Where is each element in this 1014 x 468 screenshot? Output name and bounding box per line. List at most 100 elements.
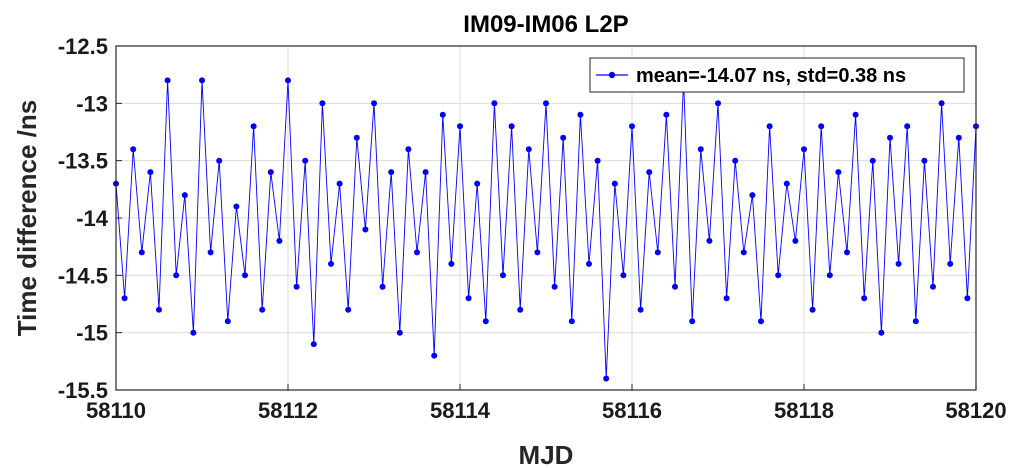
legend: mean=-14.07 ns, std=0.38 ns <box>589 57 965 93</box>
data-point <box>302 157 309 164</box>
data-point <box>844 249 850 256</box>
data-point <box>620 272 627 279</box>
data-point <box>371 100 377 107</box>
data-point <box>775 272 782 279</box>
data-point <box>904 123 911 130</box>
data-point <box>414 249 420 256</box>
data-point <box>336 180 343 187</box>
data-point <box>259 306 266 313</box>
data-point <box>663 111 670 118</box>
data-point <box>156 306 162 313</box>
data-point <box>809 306 816 313</box>
data-point <box>689 318 696 325</box>
y-tick-label: -14.5 <box>58 263 108 288</box>
data-point <box>276 237 283 244</box>
x-axis-title: MJD <box>519 440 574 468</box>
data-point <box>216 157 223 164</box>
data-point <box>938 100 945 107</box>
data-point <box>319 100 326 107</box>
data-point <box>224 318 231 325</box>
data-point <box>293 283 300 290</box>
data-point <box>362 226 369 233</box>
ticks: 58110 58112 58114 58116 58118 58120 -12.5 -13 -1… <box>58 34 1007 423</box>
data-point <box>697 146 704 153</box>
y-tick-label: -14 <box>76 206 109 231</box>
data-point <box>577 111 584 118</box>
data-point <box>783 180 790 187</box>
data-point <box>792 237 799 244</box>
data-point <box>818 123 825 130</box>
data-point <box>500 272 506 279</box>
legend-label: mean=-14.07 ns, std=0.38 ns <box>636 65 906 87</box>
chart-title: IM09-IM06 L2P <box>463 11 628 38</box>
legend-marker <box>608 71 616 79</box>
data-point <box>130 146 137 153</box>
series-layer <box>113 77 979 382</box>
data-point <box>568 318 575 325</box>
data-point <box>345 306 352 313</box>
y-tick-label: -12.5 <box>58 34 108 59</box>
data-point <box>181 192 188 199</box>
data-point <box>852 111 859 118</box>
data-point <box>517 306 524 313</box>
data-point <box>861 295 868 302</box>
data-point <box>586 260 592 267</box>
data-point <box>594 157 601 164</box>
data-point <box>482 318 489 325</box>
data-point <box>766 123 773 130</box>
data-point <box>405 146 412 153</box>
y-axis-title: Time difference /ns <box>12 100 42 337</box>
y-tick-label: -13 <box>76 91 108 116</box>
data-point <box>353 134 360 141</box>
data-point <box>869 157 876 164</box>
data-point <box>474 180 481 187</box>
data-point <box>267 169 274 176</box>
data-point <box>560 134 567 141</box>
data-point <box>801 146 807 153</box>
data-point <box>121 295 128 302</box>
x-tick-label: 58110 <box>86 398 146 423</box>
data-point <box>233 203 240 210</box>
x-tick-label: 58120 <box>945 398 1006 423</box>
data-point <box>388 169 395 176</box>
data-point <box>654 249 661 256</box>
data-point <box>396 329 403 336</box>
data-point <box>706 237 713 244</box>
data-point <box>379 283 386 290</box>
data-point <box>749 192 756 199</box>
data-point <box>895 260 902 267</box>
data-point <box>285 77 291 84</box>
data-point <box>947 260 954 267</box>
data-point <box>955 134 962 141</box>
data-point <box>878 329 885 336</box>
data-point <box>715 100 721 107</box>
x-tick-label: 58118 <box>774 398 834 423</box>
data-point <box>173 272 180 279</box>
data-point <box>723 295 730 302</box>
data-point <box>887 134 893 141</box>
data-point <box>448 260 455 267</box>
y-tick-label: -15 <box>76 321 108 346</box>
data-point <box>543 100 549 107</box>
data-point <box>328 260 334 267</box>
data-point <box>465 295 472 302</box>
data-point <box>508 123 515 130</box>
x-tick-label: 58114 <box>430 398 491 423</box>
y-tick-label: -13.5 <box>58 149 108 174</box>
data-point <box>207 249 214 256</box>
data-point <box>457 123 463 130</box>
data-point <box>740 249 747 256</box>
data-point <box>431 352 438 359</box>
data-point <box>310 341 317 348</box>
data-point <box>835 169 842 176</box>
data-point <box>439 111 446 118</box>
data-point <box>551 283 558 290</box>
data-point <box>629 123 635 130</box>
data-point <box>758 318 764 325</box>
data-point <box>491 100 498 107</box>
data-point <box>672 283 678 290</box>
data-point <box>826 272 833 279</box>
data-point <box>199 77 205 84</box>
data-point <box>525 146 532 153</box>
